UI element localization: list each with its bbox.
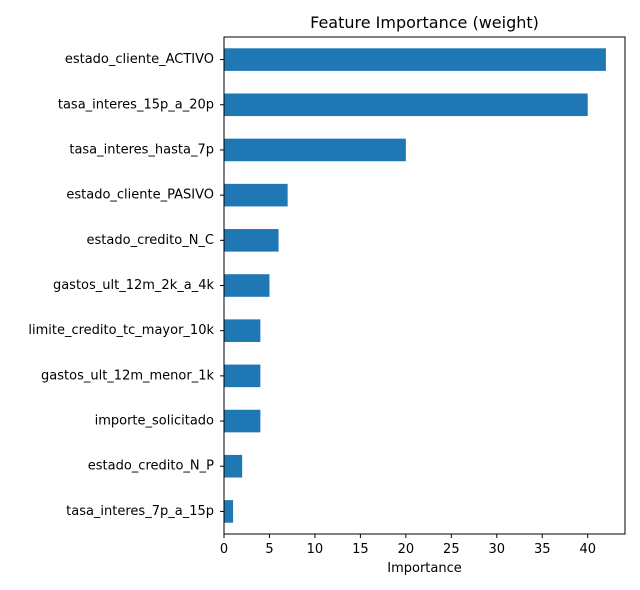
bar-estado_credito_N_P bbox=[224, 454, 243, 478]
bar-limite_credito_tc_mayor_10k bbox=[224, 319, 261, 342]
y-tick-label: estado_cliente_PASIVO bbox=[66, 188, 214, 203]
y-tick-label: estado_credito_N_C bbox=[87, 233, 214, 248]
x-tick-label: 5 bbox=[265, 542, 273, 557]
plot-frame bbox=[223, 36, 626, 535]
chart-title: Feature Importance (weight) bbox=[310, 13, 539, 32]
y-axis-ticks: estado_cliente_ACTIVO tasa_interes_15p_a_… bbox=[28, 52, 224, 519]
y-tick-label: limite_credito_tc_mayor_10k bbox=[28, 323, 214, 338]
bar-gastos_ult_12m_menor_1k bbox=[224, 364, 261, 388]
y-tick-label: tasa_interes_15p_a_20p bbox=[58, 97, 214, 112]
y-tick-label: importe_solicitado bbox=[95, 414, 214, 429]
bar-estado_cliente_ACTIVO bbox=[224, 48, 606, 71]
y-tick-label: gastos_ult_12m_menor_1k bbox=[41, 368, 214, 383]
x-tick-label: 30 bbox=[489, 542, 506, 557]
bar-estado_cliente_PASIVO bbox=[224, 183, 288, 207]
bar-gastos_ult_12m_2k_a_4k bbox=[224, 274, 270, 297]
y-tick-label: estado_cliente_ACTIVO bbox=[65, 52, 214, 67]
bars-group bbox=[224, 48, 606, 523]
x-tick-label: 40 bbox=[579, 542, 596, 557]
x-tick-label: 35 bbox=[534, 542, 551, 557]
x-axis-ticks: 0 5 10 15 20 25 30 35 40 bbox=[220, 534, 596, 557]
y-tick-label: estado_credito_N_P bbox=[88, 459, 214, 474]
bar-tasa_interes_hasta_7p bbox=[224, 138, 406, 162]
x-tick-label: 0 bbox=[220, 542, 228, 557]
x-tick-label: 15 bbox=[352, 542, 369, 557]
y-tick-label: gastos_ult_12m_2k_a_4k bbox=[53, 278, 215, 293]
x-tick-label: 20 bbox=[398, 542, 415, 557]
y-tick-label: tasa_interes_hasta_7p bbox=[69, 142, 214, 157]
bar-estado_credito_N_C bbox=[224, 229, 279, 252]
y-tick-label: tasa_interes_7p_a_15p bbox=[66, 504, 214, 519]
bar-tasa_interes_15p_a_20p bbox=[224, 93, 588, 117]
x-tick-label: 10 bbox=[307, 542, 324, 557]
x-tick-label: 25 bbox=[443, 542, 460, 557]
bar-importe_solicitado bbox=[224, 409, 261, 433]
x-axis-label: Importance bbox=[387, 561, 462, 576]
bar-tasa_interes_7p_a_15p bbox=[224, 500, 234, 523]
